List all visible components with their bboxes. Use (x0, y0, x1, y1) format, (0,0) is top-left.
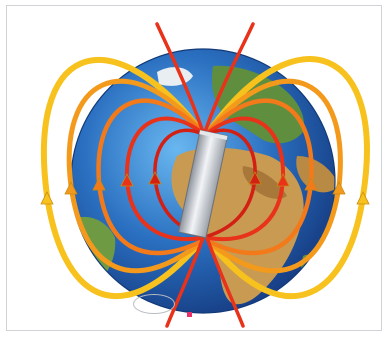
field-line-arrow-icon (332, 181, 346, 195)
field-line-arrow-icon (120, 173, 134, 187)
field-line-arrow-icon (40, 191, 54, 205)
bar-magnet (177, 129, 229, 239)
field-line-arrow-icon (148, 171, 162, 185)
marker-dot (187, 312, 192, 317)
field-line-arrows (40, 171, 370, 205)
label-oval (133, 294, 175, 314)
earth-magnetic-field-diagram (40, 22, 370, 328)
field-line-arrow-icon (304, 177, 318, 191)
field-line-arrow-icon (64, 181, 78, 195)
field-line-arrow-icon (92, 177, 106, 191)
diagram-frame (6, 5, 382, 331)
field-line-arrow-icon (356, 191, 370, 205)
field-line-arrow-icon (248, 171, 262, 185)
field-line-arrow-icon (276, 173, 290, 187)
